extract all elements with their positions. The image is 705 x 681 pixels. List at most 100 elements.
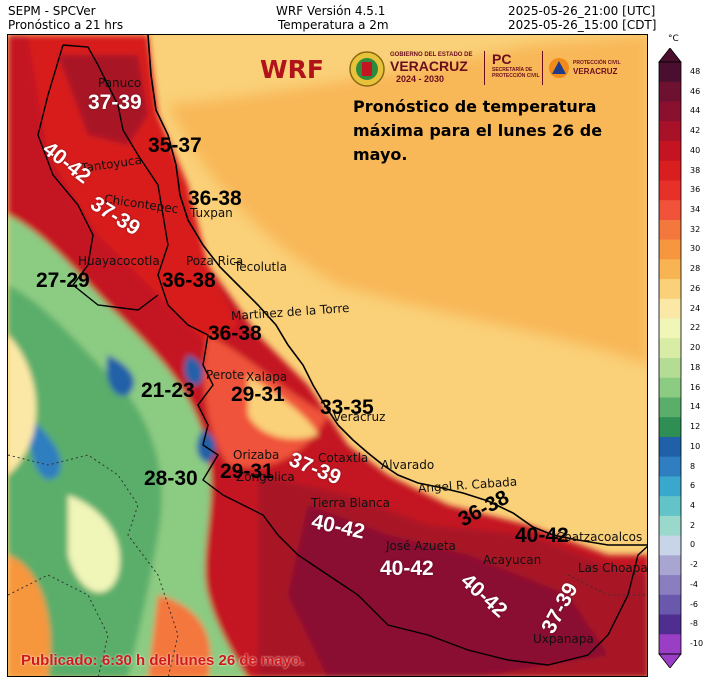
colorbar-tick-label: -10 <box>690 639 704 649</box>
city-xalapa: Xalapa <box>246 370 288 384</box>
temp-range-mountains: 28-30 <box>144 467 198 490</box>
colorbar-segment <box>659 575 681 596</box>
city-las-choapas: Las Choapas <box>578 561 648 575</box>
city-jose-azueta: José Azueta <box>386 539 456 553</box>
colorbar-tick-label: 36 <box>690 185 701 195</box>
state-border-north <box>37 44 159 311</box>
utc-time-label: 2025-05-26_21:00 [UTC] <box>508 4 656 18</box>
city-tecolutla: Tecolutla <box>234 260 287 274</box>
city-cotaxtla: Cotaxtla <box>318 451 369 465</box>
city-acayucan: Acayucan <box>483 553 542 567</box>
forecast-title: Pronóstico de temperatura máxima para el… <box>353 97 603 164</box>
colorbar-tick-label: 22 <box>690 323 701 333</box>
temp-range-tuxpan: 36-38 <box>188 187 242 210</box>
temperature-map: WRF GOBIERNO DEL ESTADO DE VERACRUZ 2024… <box>7 34 648 677</box>
pc-sub2: PROTECCIÓN CIVIL <box>492 73 540 79</box>
colorbar-tick-label: 42 <box>690 126 701 136</box>
colorbar-tick-label: -8 <box>690 619 698 629</box>
city-tierra-blanca: Tierra Blanca <box>311 496 390 510</box>
city-panuco: Panuco <box>98 76 142 90</box>
colorbar-tick-label: -6 <box>690 599 698 609</box>
temp-range-martinez: 36-38 <box>208 322 262 345</box>
variable-label: Temperatura a 2m <box>278 18 389 32</box>
colorbar-segment <box>659 81 681 102</box>
colorbar-tick-label: 6 <box>690 481 696 491</box>
colorbar-tick-label: 44 <box>690 106 701 116</box>
city-poza-rica: Poza Rica <box>186 254 244 268</box>
model-label: WRF <box>260 55 324 84</box>
colorbar-tick-label: 12 <box>690 422 701 432</box>
land-temperature-field <box>8 35 647 676</box>
header-left: SEPM - SPCVer Pronóstico a 21 hrs <box>8 4 123 32</box>
colorbar-segment <box>659 436 681 458</box>
colorbar-tick-label: 32 <box>690 224 701 234</box>
city-alvarado: Alvarado <box>381 458 435 472</box>
colorbar-segment <box>659 377 681 398</box>
colorbar <box>658 48 682 668</box>
colorbar-segment <box>659 318 681 339</box>
model-version-label: WRF Versión 4.5.1 <box>276 4 386 18</box>
colorbar-segment <box>659 358 681 379</box>
temp-range-jose-azueta: 40-42 <box>380 557 434 580</box>
gov-line2: VERACRUZ <box>390 58 468 74</box>
temp-range-north-coast: 35-37 <box>148 134 202 157</box>
colorbar-segment <box>659 614 681 635</box>
published-note: Publicado: 6:30 h del lunes 26 de mayo. <box>21 652 305 669</box>
colorbar-segment <box>659 219 681 241</box>
colorbar-tick-label: 30 <box>690 244 701 254</box>
colorbar-tick-label: 24 <box>690 303 701 313</box>
city-huayacocotla: Huayacocotla <box>78 254 160 268</box>
colorbar-tick-label: 10 <box>690 441 701 451</box>
colorbar-tick-label: 8 <box>690 461 696 471</box>
colorbar-tick-label: 26 <box>690 283 701 293</box>
colorbar-segment <box>659 200 681 221</box>
city-coatzacoalcos: Coatzacoalcos <box>556 530 643 544</box>
state-border <box>62 44 647 666</box>
colorbar-segment <box>659 239 681 260</box>
logo-divider <box>484 51 485 85</box>
gov-line3: 2024 - 2030 <box>396 74 445 84</box>
logos-block: GOBIERNO DEL ESTADO DE VERACRUZ 2024 - 2… <box>346 49 638 89</box>
temp-range-perote: 21-23 <box>141 379 195 402</box>
colorbar-segment <box>659 594 681 616</box>
city-veracruz: Veracruz <box>333 410 386 424</box>
colorbar-segment <box>659 101 681 122</box>
colorbar-segment <box>659 397 681 418</box>
cdt-time-label: 2025-05-26_15:00 [CDT] <box>508 18 657 32</box>
state-seal-icon <box>349 51 385 87</box>
colorbar-tick-label: -4 <box>690 579 698 589</box>
colorbar-tick-label: 38 <box>690 165 701 175</box>
agency-label: SEPM - SPCVer <box>8 4 96 18</box>
colorbar-tick-label: 28 <box>690 264 701 274</box>
temp-range-veracruz: 33-35 <box>320 396 374 419</box>
colorbar-segment <box>659 515 681 537</box>
colorbar-tick-label: 4 <box>690 501 696 510</box>
colorbar-segment <box>659 140 681 162</box>
header-right: 2025-05-26_21:00 [UTC] 2025-05-26_15:00 … <box>508 4 656 32</box>
colorbar-tick-label: 48 <box>690 66 701 76</box>
colorbar-segment <box>659 180 681 201</box>
colorbar-segment <box>659 279 681 300</box>
pc-sub1: SECRETARÍA DE <box>492 67 533 73</box>
colorbar-segment <box>659 259 681 280</box>
colorbar-segment <box>659 298 681 320</box>
temp-range-coatzacoalcos: 40-42 <box>515 524 569 547</box>
colorbar-tick-label: 40 <box>690 145 701 155</box>
header-center: WRF Versión 4.5.1 Temperatura a 2m <box>276 4 389 32</box>
colorbar-bottom-arrow <box>658 653 682 668</box>
colorbar-segment <box>659 535 681 556</box>
temp-range-panuco: 37-39 <box>88 91 142 114</box>
city-tuxpan: Tuxpan <box>190 206 233 220</box>
colorbar-segment <box>659 417 681 438</box>
gov-line1: GOBIERNO DEL ESTADO DE <box>390 52 473 58</box>
temp-range-huayacocotla: 27-29 <box>36 269 90 292</box>
city-perote: Perote <box>206 368 245 382</box>
pc-label: PC <box>492 51 512 67</box>
colorbar-segment <box>659 121 681 142</box>
civil-protection-icon <box>549 58 569 78</box>
colorbar-segment <box>659 476 681 497</box>
coastline <box>147 35 647 546</box>
colorbar-segment <box>659 160 681 181</box>
colorbar-segment <box>659 555 681 576</box>
city-zongolica: Zongolica <box>236 470 295 484</box>
